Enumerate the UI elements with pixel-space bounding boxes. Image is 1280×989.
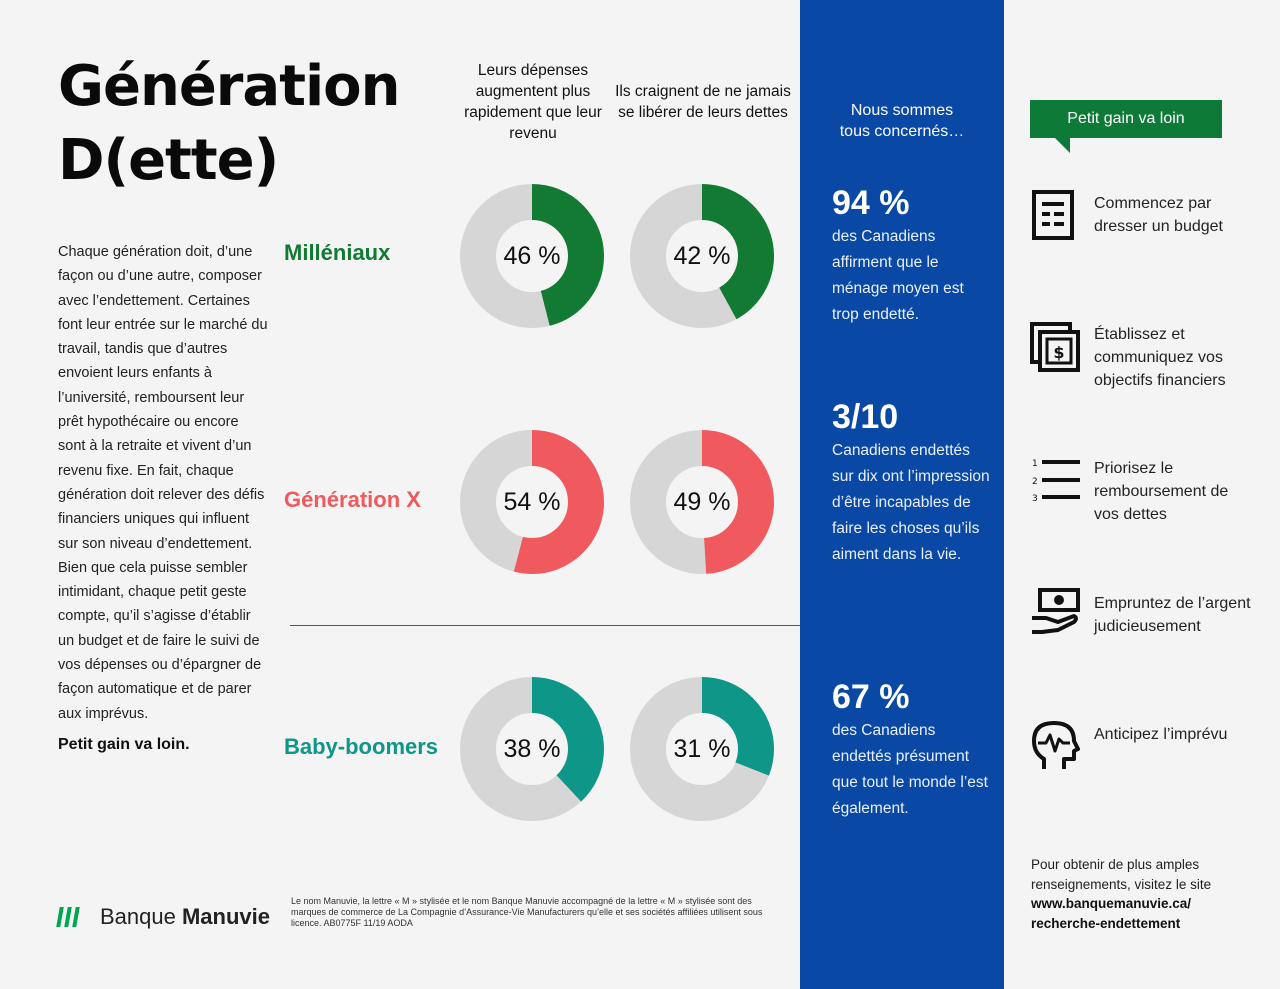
intro-paragraph: Chaque génération doit, d’une façon ou d…: [58, 244, 268, 722]
donut-value-arc: [630, 184, 774, 328]
title-line-1: Génération: [58, 54, 401, 119]
tip-budget: Commencez par dresser un budget: [1094, 195, 1223, 235]
column-header-spending: Leurs dépenses augmentent plus rapidemen…: [464, 62, 602, 142]
footer-note: Pour obtenir de plus amples renseignemen…: [1031, 855, 1251, 933]
brand-name: Banque Manuvie: [100, 904, 270, 930]
hand-money-icon: [1032, 588, 1080, 634]
svg-text:$: $: [1053, 343, 1064, 362]
donut-value-arc: [630, 677, 774, 821]
list-number-2: 2: [1032, 477, 1038, 487]
brand-prefix: Banque: [100, 904, 176, 929]
donut-value-label: 31 %: [673, 735, 731, 763]
generation-label-boomers: Baby-boomers: [284, 734, 439, 759]
brand-name-bold: Manuvie: [181, 904, 271, 929]
donut-value-arc: [460, 184, 604, 328]
section-divider: [290, 625, 802, 626]
title-line-2: D(ette): [58, 128, 279, 193]
footer-url-line-2[interactable]: recherche-endettement: [1031, 915, 1181, 931]
money-icon: $: [1030, 322, 1080, 372]
tip-borrow: Empruntez de l’argent judicieusement: [1094, 595, 1251, 635]
footer-line-2: renseignements, visitez le site: [1031, 876, 1212, 892]
document-icon: [1032, 190, 1074, 240]
donut-chart: [460, 430, 604, 574]
manuvie-logo-icon: [56, 907, 80, 927]
tips-heading-pointer: [1054, 137, 1070, 153]
tips-heading: Petit gain va loin: [1030, 100, 1222, 138]
tip-unexpected: Anticipez l’imprévu: [1094, 726, 1228, 743]
page-title: Génération D(ette): [58, 50, 401, 198]
generation-label-gen-x: Génération X: [284, 487, 421, 512]
stat-value-3: 67 %: [832, 678, 910, 716]
tip-repayment: Priorisez le remboursement de vos dettes: [1094, 460, 1229, 523]
head-heartbeat-icon: [1032, 721, 1080, 769]
generation-label-millennials: Milléniaux: [284, 240, 391, 265]
footer-url-line-1[interactable]: www.banquemanuvie.ca/: [1031, 896, 1192, 911]
stat-text-1: des Canadiens affirment que le ménage mo…: [832, 228, 964, 323]
footer-line-1: Pour obtenir de plus amples: [1031, 857, 1200, 872]
donut-chart: [630, 430, 774, 574]
stats-panel-heading: Nous sommes tous concernés…: [839, 102, 965, 140]
brand-logo: Banque Manuvie: [56, 904, 270, 930]
stats-panel: Nous sommes tous concernés… 94 % des Can…: [800, 0, 1004, 989]
donut-value-label: 49 %: [673, 488, 731, 516]
list-number-3: 3: [1032, 494, 1038, 504]
stat-value-1: 94 %: [832, 184, 910, 222]
column-header-debt-fear: Ils craignent de ne jamais se libérer de…: [615, 83, 791, 121]
donut-value-label: 42 %: [673, 242, 731, 270]
stat-text-2: Canadiens endettés sur dix ont l’impress…: [832, 442, 990, 563]
donut-chart: [460, 677, 604, 821]
tip-goals: Établissez et communiquez vos objectifs …: [1094, 326, 1226, 389]
donut-chart: [630, 184, 774, 328]
legal-notice: Le nom Manuvie, la lettre « M » stylisée…: [291, 896, 763, 928]
donut-value-arc: [460, 430, 604, 574]
stat-text-3: des Canadiens endettés présument que tou…: [832, 722, 988, 817]
donut-value-arc: [460, 677, 604, 821]
donut-value-label: 54 %: [503, 488, 561, 516]
list-number-1: 1: [1032, 459, 1038, 469]
donut-value-label: 46 %: [503, 242, 561, 270]
donut-value-arc: [630, 430, 774, 574]
donut-chart: [630, 677, 774, 821]
numbered-list-icon: 1 2 3: [1032, 459, 1080, 504]
stat-value-2: 3/10: [832, 398, 899, 436]
donut-value-label: 38 %: [503, 735, 561, 763]
donut-chart: [460, 184, 604, 328]
tagline: Petit gain va loin.: [58, 736, 190, 753]
